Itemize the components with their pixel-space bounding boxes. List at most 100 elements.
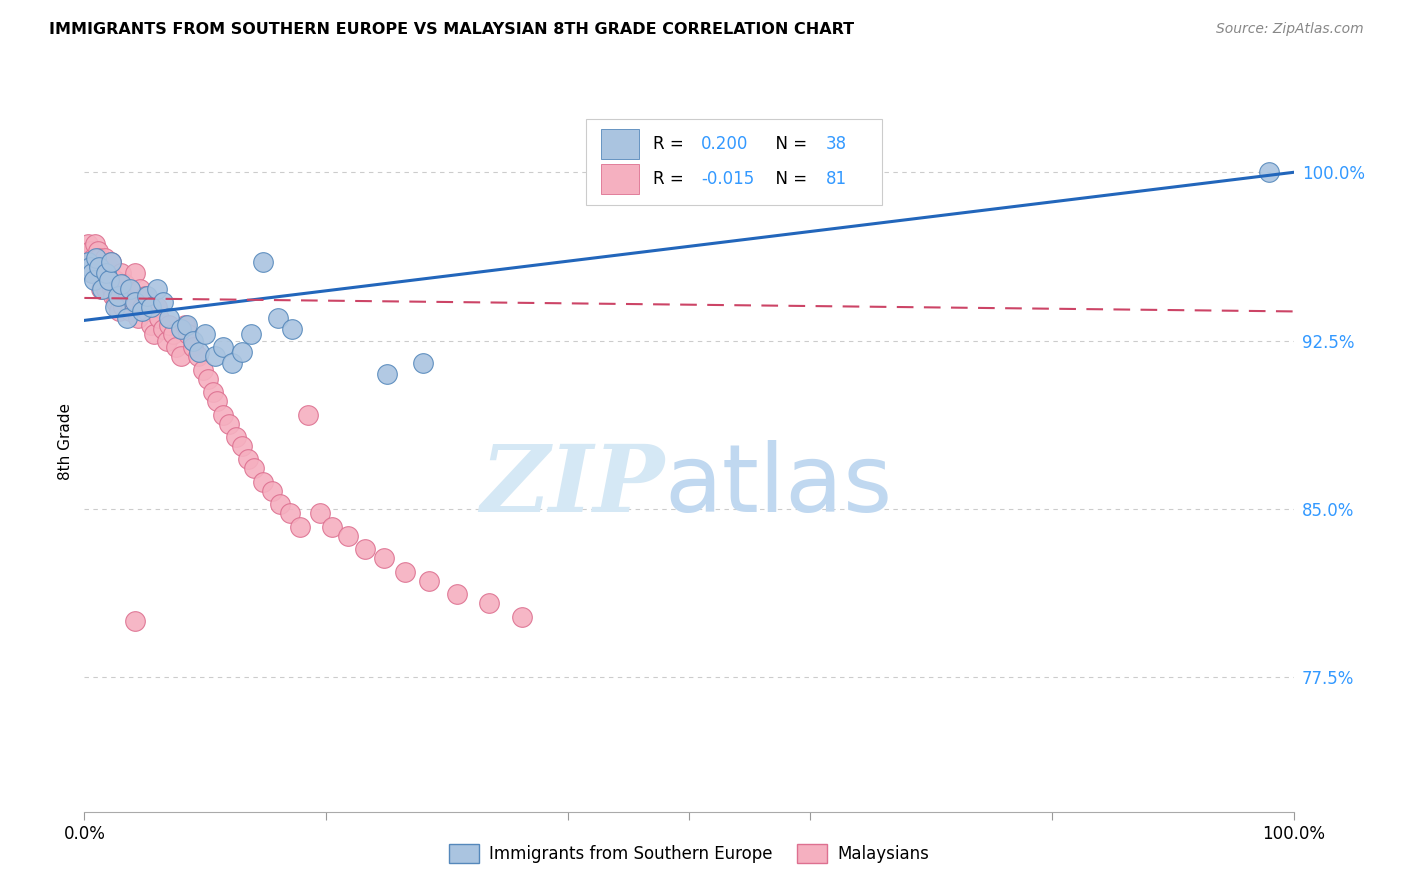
Point (114, 277, 136, 292)
Point (187, 349, 209, 363)
Point (201, 385, 224, 400)
Point (177, 326, 200, 341)
Point (117, 289, 139, 303)
Text: -0.015: -0.015 (702, 169, 754, 187)
Point (157, 318, 180, 332)
Point (207, 394, 229, 409)
Point (165, 340, 187, 354)
Point (240, 326, 263, 341)
Point (194, 326, 217, 341)
Point (170, 322, 193, 336)
Point (90, 282, 112, 296)
Text: R =: R = (652, 169, 689, 187)
Point (84, 237, 107, 252)
Point (152, 295, 174, 310)
Point (148, 311, 170, 326)
Point (97, 260, 120, 274)
Point (212, 408, 235, 422)
Point (288, 520, 311, 534)
Point (101, 282, 124, 296)
Point (181, 340, 204, 354)
Point (110, 266, 132, 280)
Point (80, 266, 103, 280)
Point (252, 475, 274, 489)
Point (336, 529, 359, 543)
Text: R =: R = (652, 135, 689, 153)
Text: 38: 38 (825, 135, 846, 153)
Point (104, 300, 127, 314)
Text: Source: ZipAtlas.com: Source: ZipAtlas.com (1216, 22, 1364, 37)
Point (87, 260, 110, 274)
Point (1258, 165, 1281, 179)
Point (77, 237, 100, 252)
Point (112, 300, 135, 314)
Point (104, 273, 127, 287)
Point (124, 266, 146, 280)
Point (242, 461, 264, 475)
Point (143, 326, 166, 341)
Point (236, 452, 259, 467)
Point (103, 289, 125, 303)
Point (309, 506, 332, 520)
Point (83, 273, 105, 287)
Point (80, 266, 103, 280)
Point (134, 289, 156, 303)
Point (86, 260, 108, 274)
Point (191, 363, 214, 377)
Point (231, 439, 253, 453)
Point (124, 614, 146, 628)
Point (94, 251, 117, 265)
Point (124, 295, 146, 310)
Point (173, 318, 195, 332)
Point (418, 574, 440, 588)
Point (96, 266, 118, 280)
Point (170, 349, 193, 363)
Point (278, 506, 301, 520)
Point (77, 260, 100, 274)
Point (77, 255, 100, 269)
Text: N =: N = (765, 135, 813, 153)
Point (120, 304, 142, 318)
Point (131, 304, 153, 318)
FancyBboxPatch shape (586, 120, 883, 204)
Point (373, 551, 395, 566)
Point (83, 255, 105, 269)
Point (89, 266, 111, 280)
Point (394, 565, 416, 579)
Point (267, 311, 290, 326)
Point (204, 349, 226, 363)
Point (86, 244, 108, 258)
Point (107, 289, 129, 303)
Text: 0.200: 0.200 (702, 135, 748, 153)
Point (100, 255, 122, 269)
Point (93, 266, 115, 280)
Point (146, 300, 169, 314)
Text: 81: 81 (825, 169, 846, 187)
Point (181, 334, 204, 348)
Point (225, 430, 247, 444)
Point (176, 318, 198, 332)
Point (120, 282, 142, 296)
Point (127, 311, 149, 326)
Point (269, 497, 291, 511)
Point (91, 260, 114, 274)
Text: N =: N = (765, 169, 813, 187)
Point (97, 273, 120, 287)
Point (104, 295, 127, 310)
Point (139, 318, 162, 332)
Text: atlas: atlas (665, 440, 893, 532)
Point (86, 251, 108, 265)
Point (252, 255, 274, 269)
Legend: Immigrants from Southern Europe, Malaysians: Immigrants from Southern Europe, Malaysi… (441, 838, 936, 870)
Point (197, 372, 219, 386)
Y-axis label: 8th Grade: 8th Grade (58, 403, 73, 480)
Point (76, 251, 98, 265)
Point (152, 322, 174, 336)
Point (157, 311, 180, 326)
Point (375, 368, 398, 382)
Point (79, 244, 101, 258)
FancyBboxPatch shape (600, 129, 640, 159)
Point (121, 295, 143, 310)
Point (510, 609, 533, 624)
Point (218, 417, 240, 431)
